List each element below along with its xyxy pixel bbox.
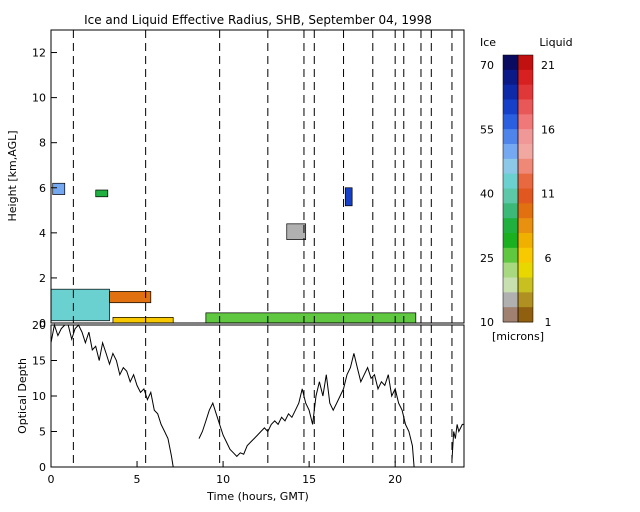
colorbar-ice-cell [503,188,518,204]
colorbar-liquid-cell [518,188,533,204]
colorbar-ice-tick: 25 [480,252,494,265]
colorbar-liquid-cell [518,158,533,175]
colorbar-ice-cell [503,84,518,100]
chart-title: Ice and Liquid Effective Radius, SHB, Se… [84,13,432,27]
colorbar-ice-cell [503,144,518,160]
top-y-axis-label: Height [km,AGL] [6,130,19,221]
y-tick-label: 10 [32,92,46,105]
colorbar-liquid-cell [518,277,533,293]
colorbar-ice-cell [503,55,518,71]
x-tick-label: 5 [134,473,141,486]
colorbar-liquid-tick: 6 [545,252,552,265]
colorbar-ice-cell [503,247,518,264]
y-tick-label: 12 [32,47,46,60]
y-tick-label: 15 [32,355,46,368]
colorbar-ice-cell [503,158,518,175]
colorbar-liquid-cell [518,144,533,160]
colorbar-ice-label: Ice [480,36,496,49]
colorbar-liquid-cell [518,114,533,130]
colorbar-liquid-cell [518,218,533,234]
colorbar-ice-tick: 10 [480,316,494,329]
colorbar-liquid-cell [518,173,533,189]
y-tick-label: 4 [39,227,46,240]
x-tick-label: 20 [388,473,402,486]
colorbar: Ice Liquid 70 55 40 25 10 21 16 11 6 1 [microns] [480,36,573,343]
x-tick-label: 0 [48,473,55,486]
optical-depth-line [50,323,174,468]
x-tick-label: 15 [302,473,316,486]
colorbar-liquid-cell [518,203,533,219]
y-tick-label: 6 [39,182,46,195]
colorbar-liquid-cell [518,233,533,249]
y-tick-label: 0 [39,461,46,474]
colorbar-liquid-cell [518,55,533,71]
y-tick-label: 8 [39,137,46,150]
colorbar-liquid-cell [518,247,533,264]
colorbar-liquid-cell [518,262,533,278]
colorbar-ice-cell [503,307,518,323]
colorbar-ice-cell [503,99,518,115]
colorbar-liquid-cell [518,307,533,323]
colorbar-ice-cell [503,262,518,278]
x-axis-label: Time (hours, GMT) [206,490,309,503]
y-tick-label: 2 [39,272,46,285]
colorbar-ice-tick: 40 [480,188,494,201]
colorbar-ice-cell [503,129,518,145]
colorbar-liquid-tick: 21 [541,59,555,72]
ice-region [52,182,66,195]
colorbar-ice-cell [503,218,518,234]
colorbar-units: [microns] [492,330,544,343]
ice-region [95,189,109,198]
colorbar-ice-tick: 55 [480,123,494,136]
y-tick-label: 0 [39,317,46,330]
top-panel-frame [50,29,465,324]
colorbar-liquid-label: Liquid [539,36,572,49]
radius-regions [50,182,417,324]
colorbar-liquid-frame [517,54,534,323]
y-tick-label: 10 [32,390,46,403]
bottom-y-axis-label: Optical Depth [16,358,29,434]
optical-depth-series [50,323,464,468]
colorbar-ice-cell [503,277,518,293]
colorbar-liquid-cell [518,69,533,86]
bottom-dashed-lines [72,325,453,467]
colorbar-ice-cell [503,203,518,219]
bottom-x-ticks: 0 5 10 15 20 [48,461,402,486]
colorbar-liquid-cell [518,129,533,145]
ice-region [205,312,417,324]
liquid-region [112,317,174,324]
effective-radius-panel: 0 2 4 6 8 10 12 Height [km,AGL] [6,29,465,330]
ice-region [50,288,110,322]
colorbar-liquid-tick: 11 [541,188,555,201]
colorbar-ice-cell [503,69,518,86]
optical-depth-panel: 0 5 10 15 20 0 5 10 15 20 Optical Depth Time (ho… [16,319,465,503]
colorbar-ice-tick: 70 [480,59,494,72]
colorbar-liquid-cell [518,99,533,115]
ice-region [286,223,307,240]
top-dashed-lines [72,30,453,323]
y-tick-label: 5 [39,426,46,439]
bottom-y-ticks: 0 5 10 15 20 [32,319,57,474]
optical-depth-line [451,423,464,460]
colorbar-cells [503,55,533,323]
colorbar-liquid-cell [518,84,533,100]
y-tick-label: 20 [32,319,46,332]
colorbar-ice-cell [503,233,518,249]
liquid-region [109,291,152,304]
colorbar-liquid-tick: 1 [545,316,552,329]
colorbar-liquid-cell [518,292,533,308]
colorbar-ice-cell [503,173,518,189]
top-y-ticks: 0 2 4 6 8 10 12 [32,47,57,330]
x-tick-label: 10 [216,473,230,486]
colorbar-ticks: 70 55 40 25 10 21 16 11 6 1 [480,59,555,329]
colorbar-ice-cell [503,292,518,308]
colorbar-ice-cell [503,114,518,130]
optical-depth-line [198,353,415,468]
colorbar-liquid-tick: 16 [541,123,555,136]
ice-region [344,187,353,207]
